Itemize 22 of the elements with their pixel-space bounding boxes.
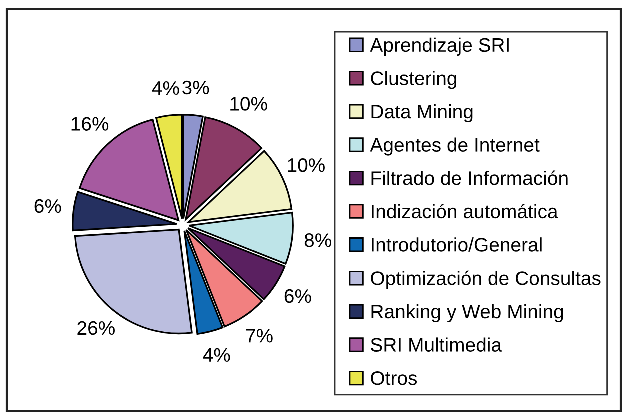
data-label: 16% — [72, 117, 109, 131]
data-label: 26% — [78, 321, 115, 336]
data-label: 6% — [34, 199, 62, 214]
data-label: 4% — [152, 81, 180, 96]
data-label: 10% — [230, 97, 268, 111]
legend-label: Agentes de Internet — [370, 138, 540, 156]
data-label: 3% — [182, 80, 210, 95]
legend-label: Ranking y Web Mining — [372, 304, 564, 323]
legend-label: Optimización de Consultas — [371, 270, 601, 290]
data-label: 10% — [288, 158, 325, 172]
legend-label: Data Mining — [372, 104, 473, 123]
legend-label: Introdutorio/General — [372, 238, 542, 252]
data-label: 7% — [246, 329, 273, 343]
legend-label: SRI Multimedia — [371, 338, 502, 352]
legend-label: Filtrado de Información — [372, 170, 568, 186]
data-label: 8% — [304, 234, 332, 248]
data-label: 4% — [203, 348, 230, 362]
legend-label: Otros — [371, 372, 418, 386]
legend-label: Indización automática — [372, 204, 558, 219]
legend-label: Aprendizaje SRI — [370, 38, 509, 56]
legend-label: Clustering — [371, 71, 456, 90]
data-label: 6% — [284, 289, 312, 304]
